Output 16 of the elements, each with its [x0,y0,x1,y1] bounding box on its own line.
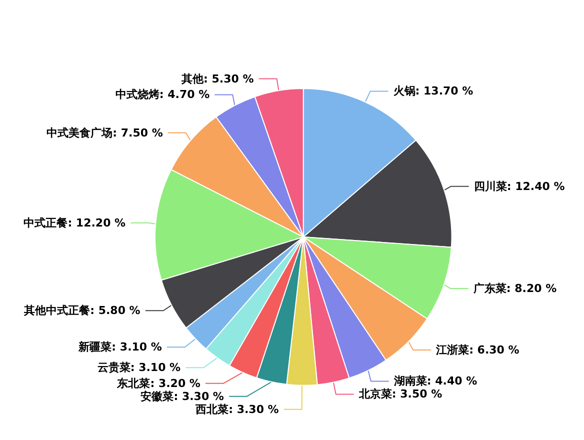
slice-label: 东北菜: 3.20 % [116,376,200,390]
slice-label: 云贵菜: 3.10 % [97,361,181,374]
slice-label: 江浙菜: 6.30 % [435,344,520,357]
slice-label: 新疆菜: 3.10 % [78,340,162,354]
slice-label: 湖南菜: 4.40 % [392,374,478,388]
slice-label: 广东菜: 8.20 % [472,282,557,295]
slice-label: 火锅: 13.70 % [393,84,474,98]
slice-label: 中式烧烤: 4.70 % [115,88,210,102]
slice-label: 北京菜: 3.50 % [358,388,442,401]
slice-label: 中式正餐: 12.20 % [24,216,126,230]
slice-label: 西北菜: 3.30 % [194,402,279,416]
slice-label: 其他中式正餐: 5.80 % [23,304,140,318]
slice-label: 四川菜: 12.40 % [474,180,565,193]
slice-label: 安徽菜: 3.30 % [140,390,224,403]
slice-label: 其他: 5.30 % [180,72,254,86]
slice-label: 中式美食广场: 7.50 % [46,126,163,140]
